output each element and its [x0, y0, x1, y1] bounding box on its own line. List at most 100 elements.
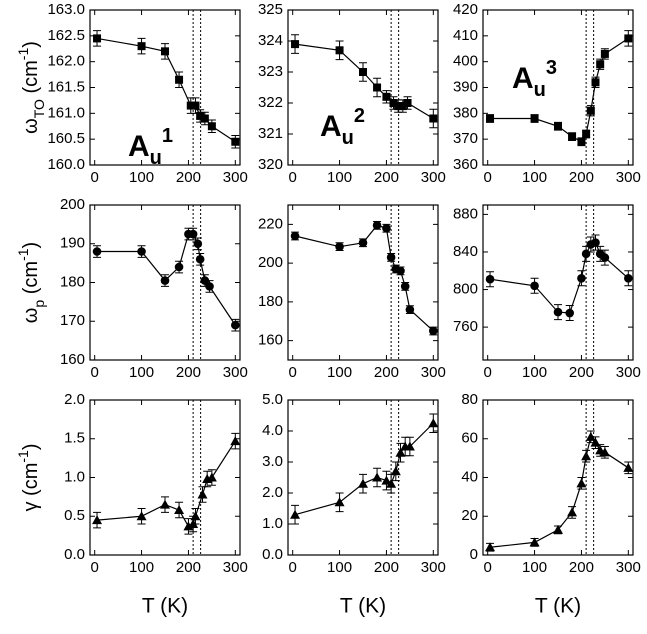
marker	[396, 266, 405, 276]
marker	[429, 114, 438, 123]
marker	[394, 102, 403, 111]
x-tick-label: 0	[91, 364, 99, 381]
y-tick-label: 200	[60, 196, 85, 213]
y-tick-label: 0.0	[262, 546, 283, 563]
plot-frame	[287, 399, 439, 556]
marker	[577, 137, 586, 146]
x-tick-label: 0	[289, 364, 297, 381]
marker	[195, 254, 205, 264]
x-tick-label: 200	[374, 559, 399, 576]
marker	[291, 40, 300, 49]
y-tick-label: 160	[258, 332, 283, 349]
x-tick-label: 200	[176, 559, 201, 576]
y-tick-label: 410	[453, 27, 478, 44]
label-part: 3	[546, 57, 557, 79]
marker	[335, 242, 344, 251]
panel-label: Au3	[512, 57, 557, 101]
x-tick-label: 100	[522, 169, 547, 186]
marker	[190, 511, 201, 521]
marker	[428, 418, 439, 428]
marker	[386, 253, 396, 262]
marker	[92, 515, 103, 525]
y-tick-label: 190	[60, 235, 85, 252]
label-part: u	[150, 147, 162, 169]
marker	[186, 101, 195, 110]
y-tick-label: 324	[258, 32, 283, 49]
y-tick-label: 1.5	[64, 430, 85, 447]
label-part: A	[512, 62, 534, 95]
x-tick-label: 300	[616, 364, 641, 381]
marker	[600, 49, 609, 58]
marker	[200, 114, 209, 123]
label-part: u	[534, 79, 546, 101]
marker	[530, 281, 539, 291]
x-axis-label: T (K)	[340, 595, 386, 618]
marker	[599, 447, 610, 457]
marker	[136, 511, 147, 521]
label-part: u	[342, 127, 354, 149]
y-tick-label: 3.0	[262, 453, 283, 470]
series-line	[96, 440, 236, 528]
y-tick-label: 160.0	[47, 156, 85, 173]
y-tick-label: 80	[461, 391, 478, 408]
marker	[554, 122, 562, 131]
y-tick-label: 760	[453, 318, 478, 335]
x-tick-label: 0	[91, 559, 99, 576]
marker	[230, 436, 241, 446]
x-tick-label: 200	[569, 364, 594, 381]
y-tick-label: 180	[258, 293, 283, 310]
y-tick-label: 380	[453, 104, 478, 121]
x-tick-label: 0	[484, 364, 492, 381]
marker	[403, 99, 412, 107]
marker	[585, 431, 596, 441]
marker	[358, 478, 368, 488]
label-part: -1	[15, 48, 31, 61]
marker	[372, 221, 382, 230]
y-tick-label: 420	[453, 1, 478, 18]
series-line	[489, 241, 629, 314]
marker	[485, 542, 496, 552]
label-part: )	[20, 443, 42, 450]
marker	[335, 46, 344, 55]
y-tick-label: 2.0	[64, 391, 85, 408]
label-part: p	[31, 300, 47, 308]
x-tick-label: 300	[421, 364, 446, 381]
label-part: TO	[31, 99, 47, 118]
marker	[591, 238, 600, 247]
y-tick-label: 20	[461, 507, 478, 524]
marker	[553, 307, 563, 317]
label-part: 2	[354, 105, 365, 127]
marker	[137, 42, 146, 51]
x-tick-label: 200	[374, 169, 399, 186]
x-axis-label: T (K)	[142, 595, 188, 618]
x-tick-label: 100	[327, 559, 352, 576]
marker	[429, 326, 438, 336]
marker	[373, 83, 382, 92]
y-tick-label: 40	[461, 468, 478, 485]
label-part: 1	[162, 125, 173, 147]
plot-frame	[89, 399, 241, 556]
marker	[200, 276, 210, 285]
x-tick-label: 200	[176, 169, 201, 186]
x-axis-label: T (K)	[535, 595, 581, 618]
y-tick-label: 160	[60, 351, 85, 368]
marker	[624, 34, 633, 43]
y-tick-label: 322	[258, 94, 283, 111]
x-tick-label: 300	[421, 169, 446, 186]
x-tick-label: 0	[289, 169, 297, 186]
marker	[567, 507, 578, 517]
marker	[92, 247, 102, 256]
y-tick-label: 840	[453, 243, 478, 260]
label-part: -1	[15, 450, 31, 463]
marker	[530, 114, 539, 123]
y-tick-label: 1.0	[262, 515, 283, 532]
y-tick-label: 200	[258, 254, 283, 271]
marker	[577, 273, 586, 283]
x-tick-label: 100	[522, 559, 547, 576]
marker	[386, 478, 397, 488]
y-tick-label: 400	[453, 53, 478, 70]
x-tick-label: 0	[91, 169, 99, 186]
label-part: γ (cm	[20, 463, 42, 512]
x-tick-label: 100	[327, 169, 352, 186]
y-axis-label: γ (cm-1)	[15, 443, 43, 511]
